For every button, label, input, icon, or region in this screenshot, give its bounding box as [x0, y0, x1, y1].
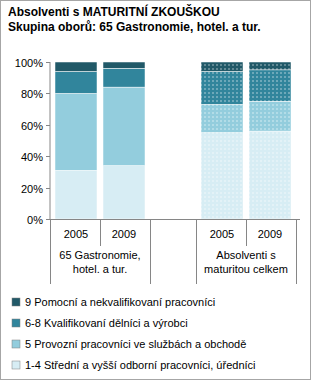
group-separator	[50, 219, 51, 284]
bar-segment	[55, 62, 97, 71]
category-separator	[246, 219, 247, 246]
bar-segment	[249, 70, 291, 101]
category-separator	[100, 219, 101, 246]
y-tick	[46, 156, 50, 157]
bar-segment	[201, 104, 243, 132]
bar-segment	[103, 68, 145, 87]
bar-segment	[55, 93, 97, 170]
y-tick-label: 60%	[21, 120, 43, 132]
legend-swatch	[12, 361, 20, 369]
bar-segment	[103, 87, 145, 165]
y-tick	[46, 125, 50, 126]
bar-segment	[249, 101, 291, 131]
bar-segment	[249, 62, 291, 70]
x-tick-label: 2005	[210, 228, 234, 240]
chart: Absolventi s MATURITNÍ ZKOUŠKOUSkupina o…	[0, 0, 311, 380]
bar-segment	[103, 166, 145, 219]
y-axis	[50, 62, 51, 219]
y-tick-label: 20%	[21, 183, 43, 195]
bar-segment	[103, 62, 145, 68]
y-tick-label: 40%	[21, 151, 43, 163]
subtitle: Skupina oborů: 65 Gastronomie, hotel. a …	[8, 20, 261, 34]
legend-swatch	[12, 298, 20, 306]
bar-segment	[201, 71, 243, 104]
bar-segment	[55, 170, 97, 219]
group-separator	[296, 219, 297, 284]
bars	[55, 62, 291, 219]
legend-label: 5 Provozní pracovníci ve službách a obch…	[25, 338, 246, 350]
bar-segment	[249, 131, 291, 219]
bar-segment	[201, 133, 243, 219]
group-separator	[196, 219, 197, 284]
group-separator	[150, 219, 151, 284]
chart-frame	[1, 1, 311, 380]
y-tick	[46, 62, 50, 63]
group-label: hotel. a tur.	[73, 263, 127, 275]
legend-label: 6-8 Kvalifikovaní dělníci a výrobci	[25, 317, 188, 329]
y-tick	[46, 219, 50, 220]
legend-label: 9 Pomocní a nekvalifikovaní pracovníci	[25, 296, 215, 308]
group-label: Absolventi s	[216, 249, 276, 261]
bar-segment	[55, 71, 97, 93]
x-tick-label: 2009	[258, 228, 282, 240]
x-tick-label: 2009	[112, 228, 136, 240]
y-tick-label: 0%	[27, 214, 43, 226]
legend-swatch	[12, 319, 20, 327]
y-tick	[46, 188, 50, 189]
bar-segment	[201, 62, 243, 71]
group-label: maturitou celkem	[204, 263, 288, 275]
title: Absolventi s MATURITNÍ ZKOUŠKOU	[8, 4, 220, 19]
group-label: 65 Gastronomie,	[59, 249, 140, 261]
x-axis	[50, 219, 300, 220]
y-tick-label: 100%	[15, 57, 43, 69]
legend: 9 Pomocní a nekvalifikovaní pracovníci 6-…	[12, 296, 256, 371]
y-tick	[46, 93, 50, 94]
legend-swatch	[12, 340, 20, 348]
legend-label: 1-4 Střední a vyšší odborní pracovníci, …	[25, 359, 256, 371]
x-tick-label: 2005	[64, 228, 88, 240]
y-tick-label: 80%	[21, 88, 43, 100]
